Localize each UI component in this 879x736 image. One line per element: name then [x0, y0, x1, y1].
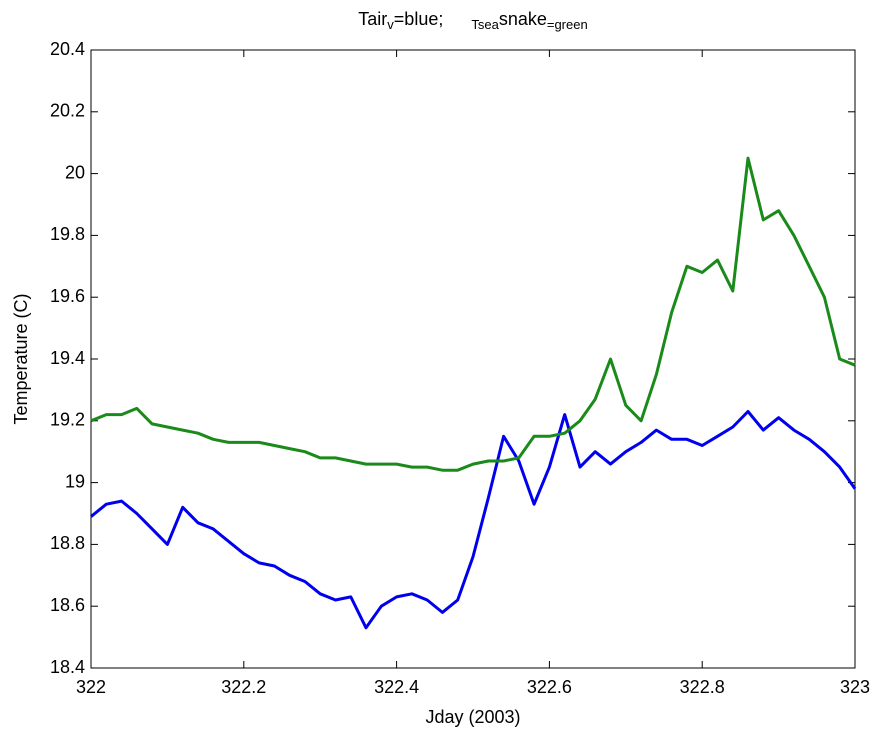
y-tick-label: 18.6 [50, 595, 85, 615]
x-tick-label: 323 [840, 677, 870, 697]
y-tick-label: 19 [65, 471, 85, 491]
title-part: =green [547, 17, 588, 32]
data-line [90, 410, 857, 630]
title-part: =blue; [394, 9, 444, 29]
y-tick-label: 19.2 [50, 410, 85, 430]
x-axis-label: Jday (2003) [425, 707, 520, 727]
title-part: Tsea [471, 17, 499, 32]
title-part: snake [499, 9, 547, 29]
y-tick-label: 18.8 [50, 533, 85, 553]
plot-area [90, 49, 856, 669]
title-part: Tair [358, 9, 387, 29]
y-tick-label: 18.4 [50, 657, 85, 677]
x-tick-label: 322.8 [680, 677, 725, 697]
title-part: v [387, 17, 394, 32]
x-tick-label: 322.6 [527, 677, 572, 697]
x-tick-label: 322.4 [374, 677, 419, 697]
y-tick-label: 19.6 [50, 286, 85, 306]
y-tick-label: 19.4 [50, 348, 85, 368]
y-tick-label: 20.4 [50, 39, 85, 59]
y-tick-label: 19.8 [50, 224, 85, 244]
data-line [90, 156, 856, 472]
y-tick-label: 20 [65, 162, 85, 182]
x-tick-label: 322 [76, 677, 106, 697]
y-axis-label: Temperature (C) [11, 293, 31, 424]
x-tick-label: 322.2 [221, 677, 266, 697]
y-tick-label: 20.2 [50, 101, 85, 121]
chart-title: Tairv=blue; Tseasnake=green [358, 9, 587, 33]
